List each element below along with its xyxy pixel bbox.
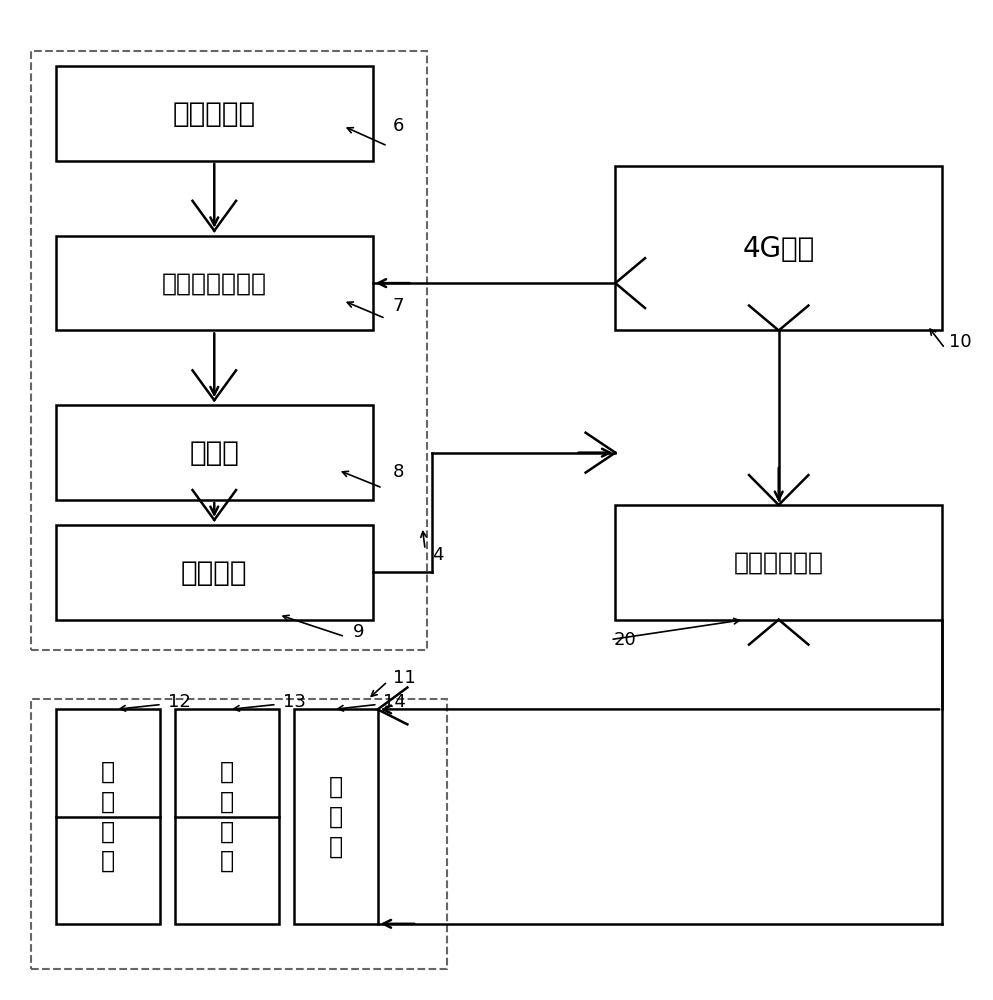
Text: 12: 12: [168, 693, 191, 711]
Bar: [616, 166, 942, 330]
Text: 终端处理模块: 终端处理模块: [734, 551, 824, 575]
Text: 6: 6: [392, 117, 404, 135]
Bar: [175, 709, 279, 924]
Text: 10: 10: [949, 333, 972, 351]
Bar: [56, 709, 160, 924]
Bar: [31, 51, 427, 650]
Text: 4G基站: 4G基站: [743, 235, 815, 263]
Text: 预
设
单
元: 预 设 单 元: [100, 760, 115, 873]
Bar: [56, 236, 372, 330]
Text: 警
报
器: 警 报 器: [329, 775, 343, 858]
Text: 14: 14: [382, 693, 405, 711]
Text: 7: 7: [392, 297, 404, 315]
Bar: [294, 709, 377, 924]
Bar: [56, 66, 372, 161]
Text: 压力传感器: 压力传感器: [173, 100, 256, 128]
Text: 9: 9: [353, 623, 364, 641]
Text: 模拟数字转换器: 模拟数字转换器: [162, 272, 267, 296]
Text: 4: 4: [432, 546, 444, 564]
Bar: [56, 405, 372, 500]
Text: 8: 8: [392, 463, 404, 481]
Text: 11: 11: [392, 669, 415, 687]
Text: 20: 20: [614, 631, 637, 649]
Text: 单片机: 单片机: [190, 439, 239, 467]
Bar: [56, 525, 372, 620]
Text: 无线模块: 无线模块: [181, 559, 247, 587]
Text: 13: 13: [283, 693, 306, 711]
Bar: [616, 505, 942, 620]
Bar: [31, 699, 447, 969]
Text: 对
比
单
元: 对 比 单 元: [219, 760, 233, 873]
